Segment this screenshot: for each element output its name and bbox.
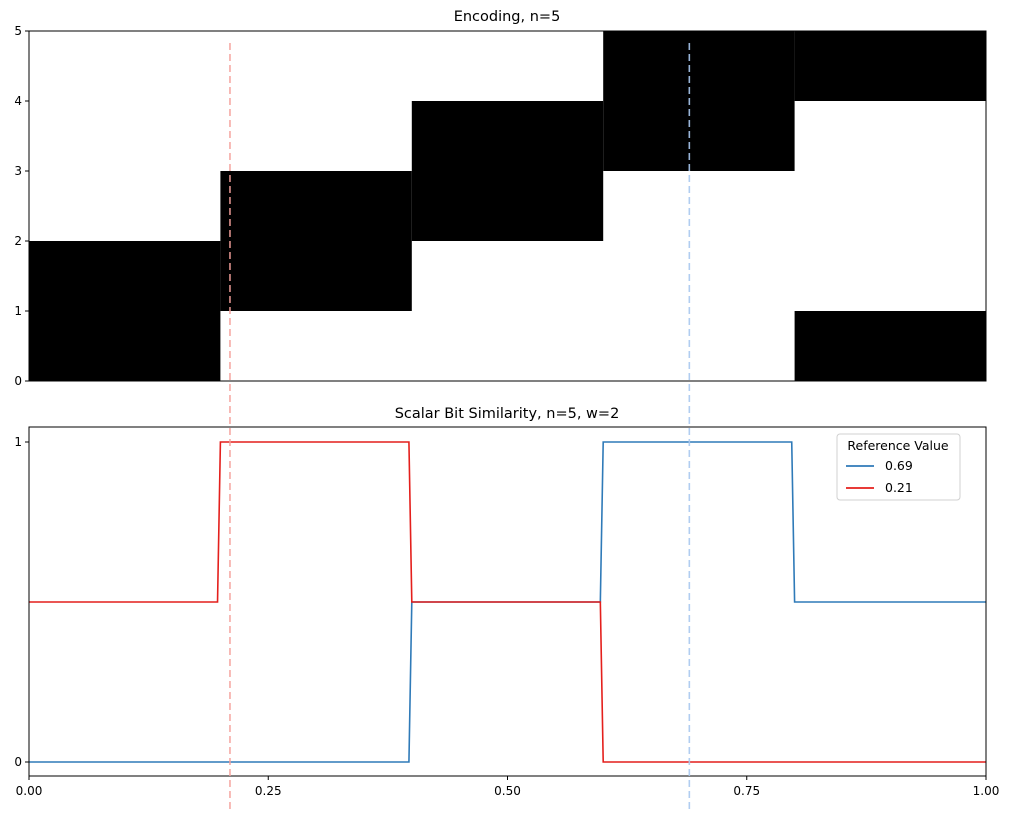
encoding-y-ticks: 0 1 2 3 4 5 (14, 24, 29, 388)
encoding-y-tick-label-5: 5 (14, 24, 22, 38)
similarity-panel: Scalar Bit Similarity, n=5, w=2 01 0.00 0… (14, 406, 999, 798)
legend-label-1: 0.21 (885, 480, 913, 495)
encoding-axes-frame (28, 30, 987, 382)
encoding-y-tick-label-1: 1 (14, 304, 22, 318)
similarity-x-tick-label-0: 0.00 (16, 784, 43, 798)
legend-title: Reference Value (847, 438, 949, 453)
similarity-x-ticks: 0.00 0.25 0.50 0.75 1.00 (16, 776, 1000, 798)
similarity-axes-frame (28, 426, 987, 777)
encoding-y-tick-label-4: 4 (14, 94, 22, 108)
series-line-1 (29, 441, 986, 763)
reference-lines (229, 43, 691, 812)
encoding-cell-5 (794, 311, 986, 381)
legend: Reference Value 0.69 0.21 (836, 433, 961, 501)
similarity-x-tick-label-3: 0.75 (733, 784, 760, 798)
legend-box (836, 433, 961, 501)
similarity-y-tick-label-0: 0 (14, 755, 22, 769)
similarity-lines (29, 441, 986, 763)
legend-label-0: 0.69 (885, 458, 913, 473)
encoding-title: Encoding, n=5 (454, 9, 561, 25)
series-line-0 (29, 441, 986, 763)
similarity-y-ticks: 01 (14, 435, 29, 769)
encoding-cell-3 (603, 31, 795, 171)
encoding-y-tick-label-2: 2 (14, 234, 22, 248)
similarity-x-tick-label-1: 0.25 (255, 784, 282, 798)
similarity-title: Scalar Bit Similarity, n=5, w=2 (395, 406, 620, 422)
similarity-y-tick-label-1: 1 (14, 435, 22, 449)
encoding-cell-1 (220, 171, 412, 311)
similarity-x-tick-label-4: 1.00 (973, 784, 1000, 798)
encoding-cell-0 (29, 241, 221, 381)
similarity-x-tick-label-2: 0.50 (494, 784, 521, 798)
encoding-panel: Encoding, n=5 0 1 2 3 4 5 (14, 9, 987, 388)
encoding-cells (29, 31, 986, 381)
encoding-y-tick-label-3: 3 (14, 164, 22, 178)
encoding-cell-2 (411, 101, 604, 241)
encoding-y-tick-label-0: 0 (14, 374, 22, 388)
encoding-cell-4 (794, 31, 986, 101)
